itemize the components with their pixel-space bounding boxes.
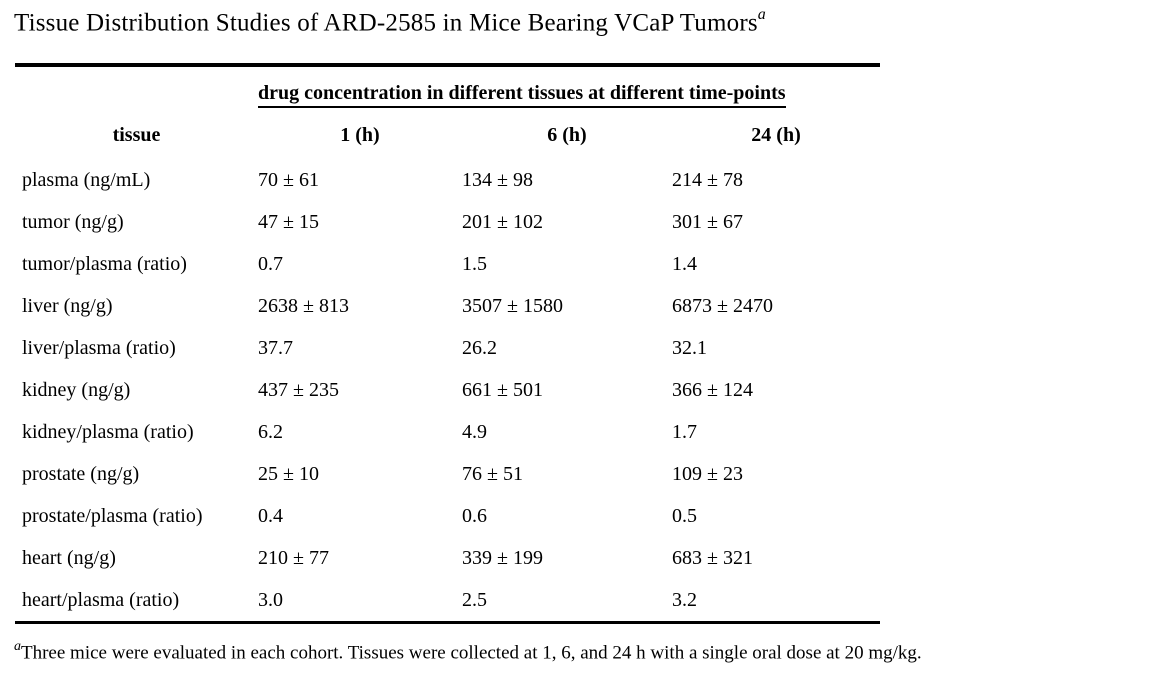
value-cell: 201 ± 102 [462, 210, 543, 233]
row-label: liver/plasma (ratio) [22, 336, 176, 359]
tissue-distribution-table: drug concentration in different tissues … [15, 63, 881, 625]
value-cell: 25 ± 10 [258, 462, 319, 485]
value-cell: 6.2 [258, 420, 283, 443]
value-cell: 32.1 [672, 336, 707, 359]
value-cell: 1.4 [672, 252, 697, 275]
row-label: plasma (ng/mL) [22, 168, 151, 191]
value-cell: 37.7 [258, 336, 293, 359]
column-header-row: tissue 1 (h) 6 (h) 24 (h) [15, 111, 880, 159]
value-cell: 47 ± 15 [258, 210, 319, 233]
page-title: Tissue Distribution Studies of ARD-2585 … [14, 6, 1161, 37]
table-row: prostate (ng/g) 25 ± 10 76 ± 51 109 ± 23 [15, 453, 880, 495]
table-row: liver (ng/g) 2638 ± 813 3507 ± 1580 6873 ± … [15, 285, 880, 327]
value-cell: 2.5 [462, 588, 487, 611]
value-cell: 76 ± 51 [462, 462, 523, 485]
value-cell: 683 ± 321 [672, 546, 753, 569]
table-row: tumor/plasma (ratio) 0.7 1.5 1.4 [15, 243, 880, 285]
table-row: kidney (ng/g) 437 ± 235 661 ± 501 366 ± 124 [15, 369, 880, 411]
row-label: prostate/plasma (ratio) [22, 504, 203, 527]
span-header-spacer [15, 65, 258, 111]
value-cell: 437 ± 235 [258, 378, 339, 401]
value-cell: 3507 ± 1580 [462, 294, 563, 317]
row-label: heart/plasma (ratio) [22, 588, 180, 611]
row-label: liver (ng/g) [22, 294, 113, 317]
value-cell: 109 ± 23 [672, 462, 743, 485]
column-header-1h: 1 (h) [340, 123, 380, 146]
value-cell: 6873 ± 2470 [672, 294, 773, 317]
value-cell: 366 ± 124 [672, 378, 753, 401]
value-cell: 0.6 [462, 504, 487, 527]
value-cell: 1.7 [672, 420, 697, 443]
value-cell: 210 ± 77 [258, 546, 329, 569]
value-cell: 1.5 [462, 252, 487, 275]
value-cell: 0.5 [672, 504, 697, 527]
table-row: plasma (ng/mL) 70 ± 61 134 ± 98 214 ± 78 [15, 159, 880, 201]
column-header-6h: 6 (h) [547, 123, 587, 146]
column-header-tissue: tissue [112, 123, 161, 146]
value-cell: 661 ± 501 [462, 378, 543, 401]
title-footnote-marker: a [757, 6, 766, 23]
footnote-marker: a [14, 639, 21, 655]
row-label: kidney/plasma (ratio) [22, 420, 194, 443]
value-cell: 3.0 [258, 588, 283, 611]
value-cell: 2638 ± 813 [258, 294, 349, 317]
title-text: Tissue Distribution Studies of ARD-2585 … [14, 9, 758, 37]
value-cell: 301 ± 67 [672, 210, 743, 233]
table-body: plasma (ng/mL) 70 ± 61 134 ± 98 214 ± 78 tum… [15, 159, 880, 623]
value-cell: 3.2 [672, 588, 697, 611]
value-cell: 0.4 [258, 504, 283, 527]
row-label: tumor/plasma (ratio) [22, 252, 187, 275]
value-cell: 0.7 [258, 252, 283, 275]
table-row: kidney/plasma (ratio) 6.2 4.9 1.7 [15, 411, 880, 453]
table-row: heart/plasma (ratio) 3.0 2.5 3.2 [15, 579, 880, 623]
value-cell: 4.9 [462, 420, 487, 443]
row-label: heart (ng/g) [22, 546, 116, 569]
table-row: liver/plasma (ratio) 37.7 26.2 32.1 [15, 327, 880, 369]
footnote: aThree mice were evaluated in each cohor… [14, 639, 1161, 664]
table-row: prostate/plasma (ratio) 0.4 0.6 0.5 [15, 495, 880, 537]
value-cell: 26.2 [462, 336, 497, 359]
span-header-row: drug concentration in different tissues … [15, 65, 880, 111]
value-cell: 214 ± 78 [672, 168, 743, 191]
row-label: kidney (ng/g) [22, 378, 131, 401]
span-header-label: drug concentration in different tissues … [258, 82, 786, 109]
table-row: tumor (ng/g) 47 ± 15 201 ± 102 301 ± 67 [15, 201, 880, 243]
table-row: heart (ng/g) 210 ± 77 339 ± 199 683 ± 321 [15, 537, 880, 579]
row-label: tumor (ng/g) [22, 210, 124, 233]
span-header-cell: drug concentration in different tissues … [258, 65, 880, 111]
value-cell: 339 ± 199 [462, 546, 543, 569]
value-cell: 134 ± 98 [462, 168, 533, 191]
footnote-text: Three mice were evaluated in each cohort… [21, 642, 922, 664]
row-label: prostate (ng/g) [22, 462, 140, 485]
value-cell: 70 ± 61 [258, 168, 319, 191]
column-header-24h: 24 (h) [751, 123, 801, 146]
